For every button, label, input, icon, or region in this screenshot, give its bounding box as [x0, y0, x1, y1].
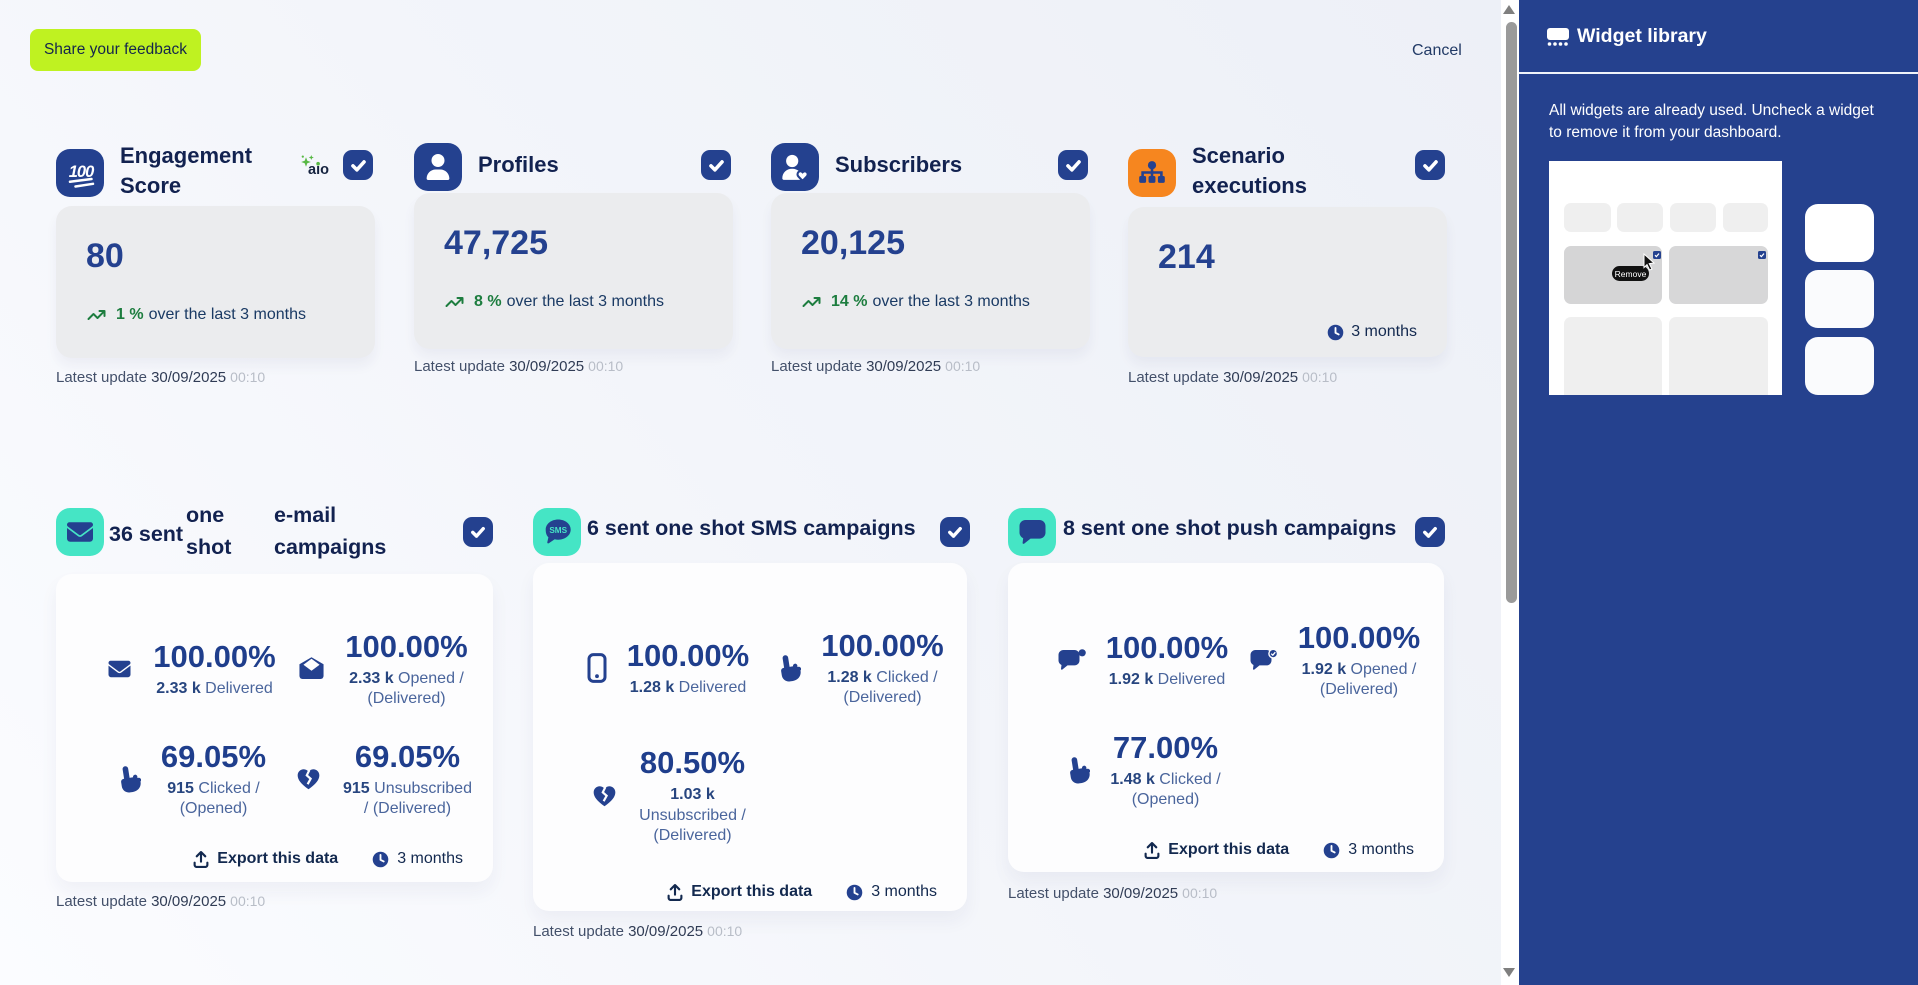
svg-text:100: 100: [69, 163, 95, 181]
svg-text:aio: aio: [308, 162, 329, 177]
svg-text:SMS: SMS: [549, 526, 567, 535]
